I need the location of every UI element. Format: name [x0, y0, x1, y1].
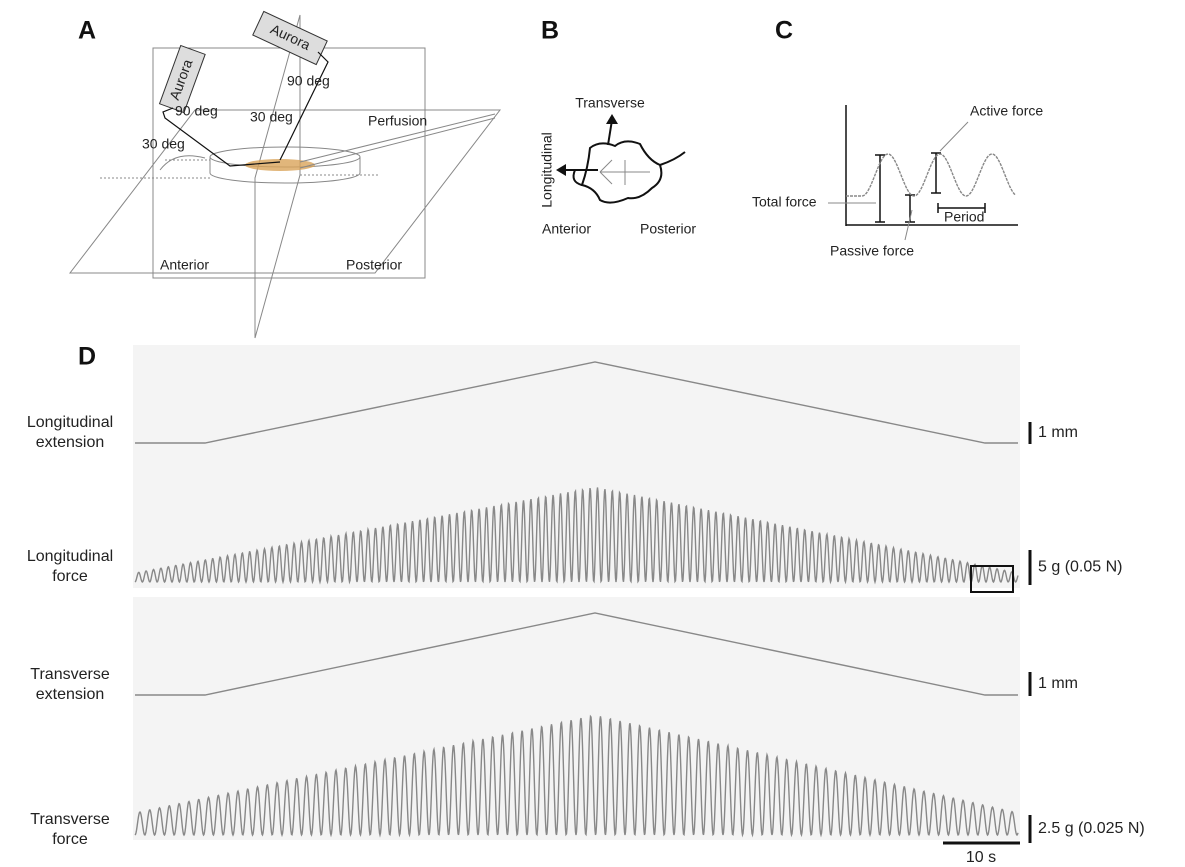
- setup-diagram: [70, 11, 500, 338]
- scale-label: 1 mm: [1038, 424, 1078, 441]
- posterior-label: Posterior: [346, 257, 402, 273]
- row-label: extension: [36, 686, 105, 703]
- perfusion-label: Perfusion: [368, 113, 427, 129]
- scale-label: 2.5 g (0.025 N): [1038, 820, 1145, 837]
- annotation: Passive force: [830, 243, 914, 259]
- row-label: Transverse: [30, 811, 110, 828]
- panel-label: A: [78, 17, 96, 45]
- scale-label: 1 mm: [1038, 675, 1078, 692]
- panel-label: C: [775, 17, 793, 45]
- angle-label: 90 deg: [287, 73, 330, 89]
- row-label: extension: [36, 434, 105, 451]
- row-label: Transverse: [30, 666, 110, 683]
- force-schematic: [828, 105, 1018, 240]
- scale-label: 5 g (0.05 N): [1038, 559, 1122, 576]
- angle-label: 90 deg: [175, 103, 218, 119]
- angle-label: 30 deg: [250, 109, 293, 125]
- annotation: Active force: [970, 103, 1043, 119]
- annotation: Period: [944, 209, 984, 225]
- panel-label: D: [78, 343, 96, 371]
- posterior-label: Posterior: [640, 221, 696, 237]
- annotation: Total force: [752, 194, 817, 210]
- anterior-label: Anterior: [160, 257, 209, 273]
- axis-label: Transverse: [575, 95, 645, 111]
- angle-label: 30 deg: [142, 136, 185, 152]
- axis-label: Longitudinal: [539, 132, 555, 208]
- tissue-diagram: [556, 114, 685, 203]
- row-label: Longitudinal: [27, 414, 113, 431]
- row-label: force: [52, 568, 88, 585]
- anterior-label: Anterior: [542, 221, 591, 237]
- row-label: Longitudinal: [27, 548, 113, 565]
- row-label: force: [52, 831, 88, 848]
- figure: A Aurora Aurora 90 deg 90 deg 30 deg 30 …: [0, 0, 1185, 867]
- time-scale-label: 10 s: [966, 849, 996, 866]
- schematic-trace: [846, 154, 1015, 196]
- panel-label: B: [541, 17, 559, 45]
